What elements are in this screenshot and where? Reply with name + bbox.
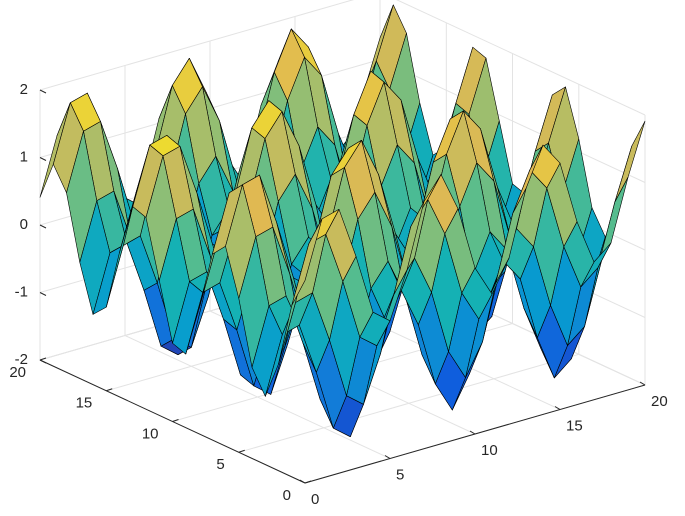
tick-mark — [39, 357, 47, 361]
tick-mark — [639, 381, 646, 386]
y-tick-label: 5 — [216, 456, 224, 473]
z-tick-label: 0 — [20, 216, 28, 233]
x-tick-label: 15 — [566, 417, 583, 434]
tick-mark — [39, 292, 47, 296]
tick-mark — [39, 224, 47, 229]
tick-mark — [384, 455, 391, 459]
tick-mark — [106, 388, 113, 392]
z-tick-label: -2 — [15, 351, 28, 368]
y-tick-label: 15 — [76, 395, 93, 412]
x-tick-label: 5 — [396, 466, 404, 483]
tick-mark — [39, 359, 47, 364]
x-tick-label: 10 — [481, 442, 498, 459]
tick-mark — [39, 89, 47, 94]
y-tick-label: 20 — [9, 364, 26, 381]
z-tick-label: 1 — [20, 148, 28, 165]
z-tick-label: 2 — [20, 81, 28, 98]
grid-line — [39, 0, 646, 116]
tick-mark — [299, 479, 306, 484]
surface-patch — [614, 120, 646, 203]
y-tick-label: 0 — [283, 487, 291, 504]
tick-mark — [469, 430, 476, 435]
x-tick-label: 0 — [311, 491, 319, 508]
x-tick-label: 20 — [651, 393, 668, 410]
tick-mark — [172, 419, 179, 422]
tick-mark — [304, 480, 312, 484]
surface-patch — [291, 218, 323, 306]
z-tick-label: -1 — [15, 283, 28, 300]
tick-mark — [39, 157, 47, 161]
tick-mark — [238, 449, 245, 453]
tick-mark — [554, 406, 561, 410]
y-tick-label: 10 — [142, 425, 159, 442]
